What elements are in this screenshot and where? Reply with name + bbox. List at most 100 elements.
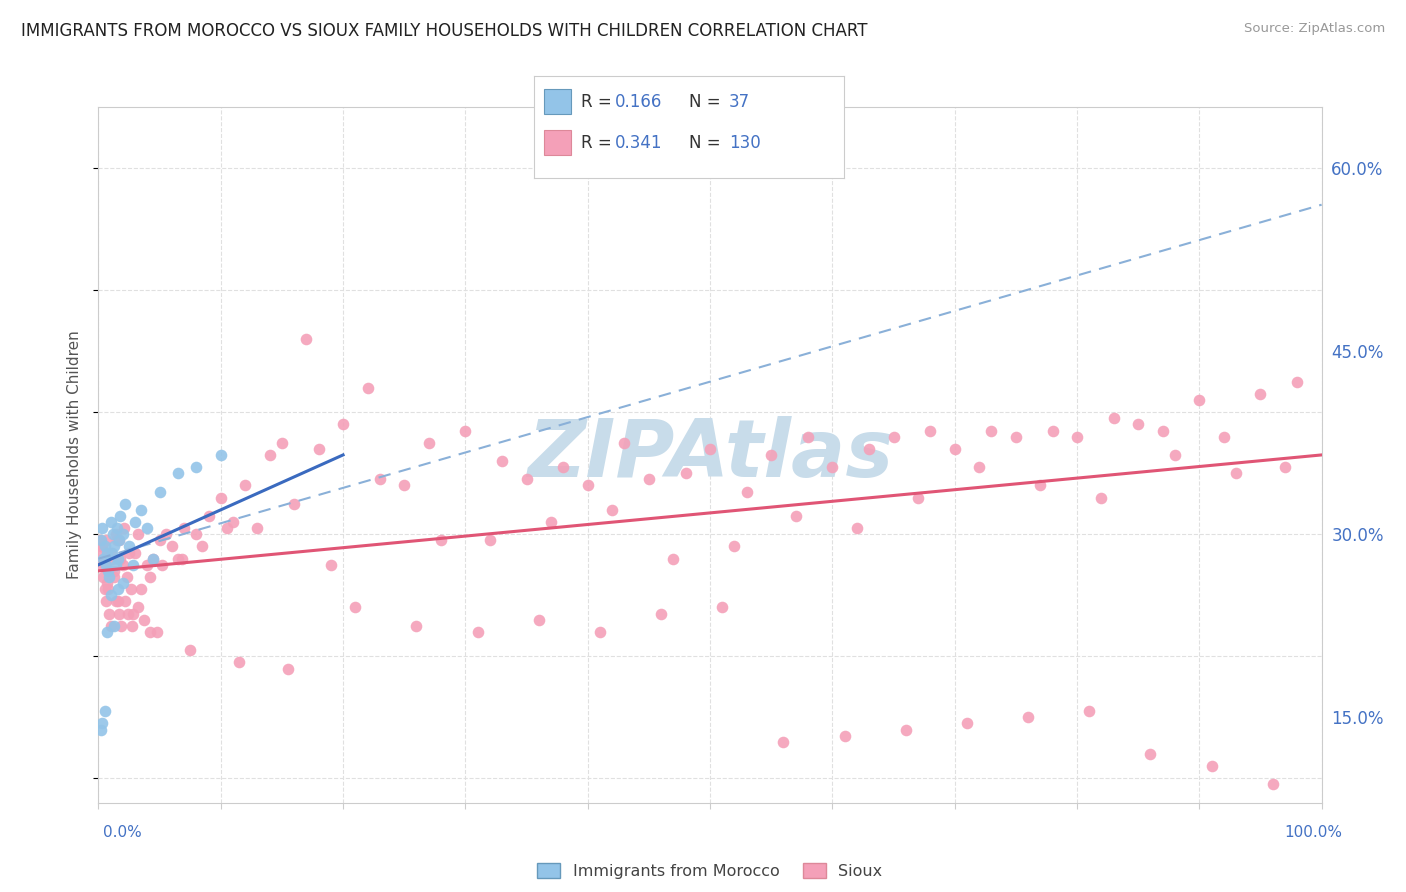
Point [107,582,129,597]
Point [858,442,880,456]
Point [1201,759,1223,773]
Point [576,478,599,492]
Point [91,716,114,731]
Point [91,521,114,535]
Point [1139,747,1161,761]
Point [215,521,238,535]
Point [956,716,979,731]
Point [613,435,636,450]
Point [1286,375,1309,389]
Point [91,551,114,566]
Point [110,551,132,566]
Point [111,576,134,591]
Point [139,624,162,639]
Point [93,704,115,718]
Point [246,521,269,535]
Point [173,521,195,535]
Point [650,607,672,621]
Point [883,429,905,443]
Point [103,570,125,584]
Point [834,729,856,743]
Point [167,467,190,481]
Point [107,551,129,566]
Point [711,600,734,615]
Point [478,533,501,548]
Point [103,564,125,578]
Point [93,558,115,572]
Point [89,533,111,548]
Point [121,558,143,572]
Text: R =: R = [581,134,617,152]
Point [104,558,127,572]
Point [277,661,299,675]
Point [94,582,117,597]
Point [146,624,169,639]
Point [91,570,114,584]
Point [100,515,122,529]
Point [96,545,118,559]
Point [97,564,120,578]
Point [589,624,612,639]
Point [91,551,114,566]
Point [100,545,122,559]
Point [332,417,354,432]
Text: 100.0%: 100.0% [1285,825,1343,840]
Point [111,558,134,572]
Point [270,435,294,450]
Point [139,570,162,584]
Point [821,460,844,475]
Point [907,491,929,505]
Point [105,533,128,548]
Point [785,508,807,523]
Point [129,503,152,517]
Point [136,558,159,572]
Point [110,619,132,633]
Point [186,527,208,541]
Point [98,570,121,584]
Point [129,582,152,597]
Point [170,551,193,566]
Point [675,467,697,481]
Point [540,515,562,529]
Point [491,454,513,468]
Point [233,478,256,492]
Point [1090,491,1112,505]
Point [761,448,783,462]
Point [920,424,942,438]
Point [110,508,132,523]
Point [118,545,141,559]
Legend: Immigrants from Morocco, Sioux: Immigrants from Morocco, Sioux [531,856,889,885]
Point [392,478,416,492]
Text: 37: 37 [730,93,751,111]
Point [90,540,112,554]
Point [96,594,118,608]
Point [1004,429,1026,443]
Point [104,527,127,541]
Point [107,594,129,608]
Point [98,564,121,578]
Point [101,527,124,541]
Point [115,570,138,584]
Point [1078,704,1101,718]
Point [772,735,794,749]
Point [108,533,131,548]
Point [1042,424,1064,438]
Text: 0.0%: 0.0% [103,825,142,840]
Point [222,515,245,529]
Point [142,551,165,566]
Point [111,527,134,541]
Point [516,472,538,486]
Point [967,460,990,475]
Point [91,540,114,554]
Point [90,723,112,737]
Point [97,607,120,621]
Point [96,624,118,639]
Point [943,442,966,456]
Text: 130: 130 [730,134,761,152]
Point [1274,460,1296,475]
Point [191,540,214,554]
Text: IMMIGRANTS FROM MOROCCO VS SIOUX FAMILY HOUSEHOLDS WITH CHILDREN CORRELATION CHA: IMMIGRANTS FROM MOROCCO VS SIOUX FAMILY … [21,22,868,40]
Point [1188,392,1211,407]
Point [142,551,165,566]
Point [97,582,120,597]
